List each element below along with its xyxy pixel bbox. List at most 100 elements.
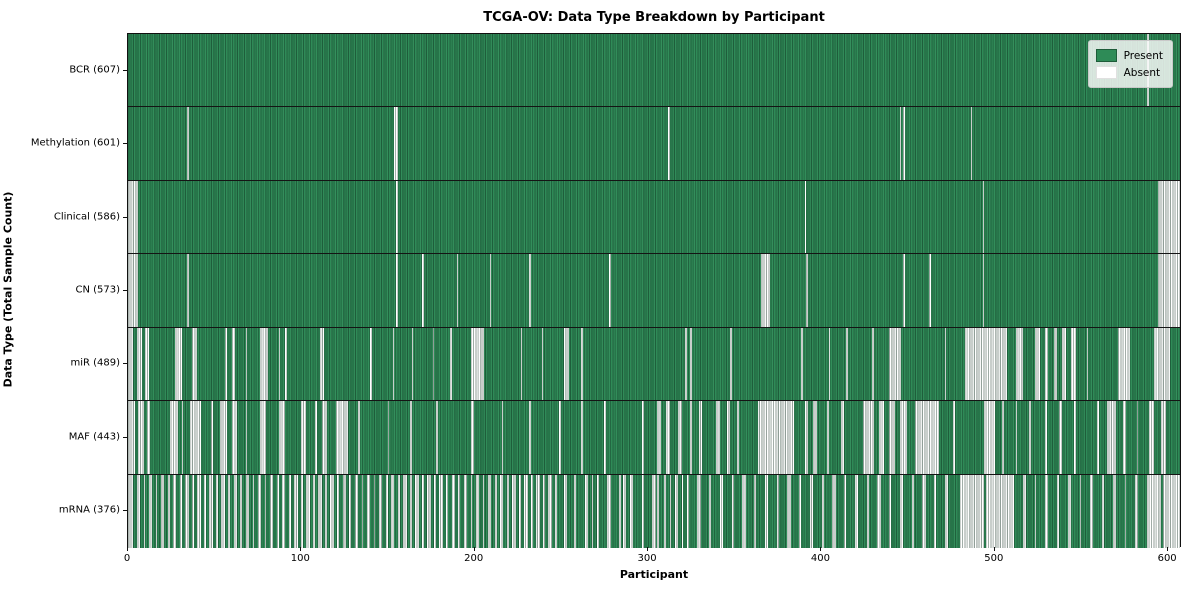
absent-stripe <box>245 474 250 548</box>
absent-stripe <box>1124 474 1127 548</box>
absent-stripe <box>754 474 757 548</box>
absent-stripe <box>512 474 516 548</box>
absent-stripe <box>730 327 732 401</box>
x-tick-mark <box>647 547 649 551</box>
absent-stripe <box>524 474 528 548</box>
absent-stripe <box>872 327 874 401</box>
absent-stripe <box>136 474 141 548</box>
absent-stripe <box>934 474 937 548</box>
absent-stripe <box>903 254 905 327</box>
legend-item-absent: Absent <box>1095 64 1163 81</box>
absent-stripe <box>899 401 907 474</box>
absent-stripe <box>821 474 824 548</box>
absent-stripe <box>147 401 151 474</box>
y-tick-mark <box>123 69 127 71</box>
absent-stripe <box>657 474 660 548</box>
absent-stripe <box>197 474 201 548</box>
absent-stripe <box>591 474 594 548</box>
absent-stripe <box>318 474 322 548</box>
absent-stripe <box>358 401 360 474</box>
bar-edge-texture <box>128 180 1180 254</box>
absent-stripe <box>396 180 398 254</box>
absent-stripe <box>1045 327 1049 401</box>
absent-stripe <box>1070 327 1077 401</box>
absent-stripe <box>288 474 291 548</box>
absent-stripe <box>669 474 672 548</box>
absent-stripe <box>278 401 286 474</box>
absent-stripe <box>435 401 438 474</box>
absent-stripe <box>439 474 443 548</box>
x-tick-label-500: 500 <box>984 553 1004 564</box>
absent-stripe <box>799 474 802 548</box>
absent-stripe <box>228 474 231 548</box>
absent-stripe <box>252 474 255 548</box>
absent-stripe <box>186 254 189 327</box>
absent-stripe <box>276 474 279 548</box>
absent-stripe <box>970 107 973 180</box>
absent-stripe <box>378 474 383 548</box>
absent-stripe <box>415 474 419 548</box>
absent-stripe <box>698 401 703 474</box>
absent-stripe <box>501 401 504 474</box>
absent-stripe <box>877 474 881 548</box>
absent-stripe <box>1122 401 1127 474</box>
absent-stripe <box>470 401 475 474</box>
absent-stripe <box>984 401 995 474</box>
absent-stripe <box>911 474 914 548</box>
absent-stripe <box>370 327 372 401</box>
absent-stripe <box>354 474 359 548</box>
absent-stripe <box>716 401 720 474</box>
absent-stripe <box>944 327 947 401</box>
absent-stripe <box>167 474 170 548</box>
legend: Present Absent <box>1087 40 1173 88</box>
absent-stripe <box>221 474 225 548</box>
absent-stripe <box>211 401 213 474</box>
absent-stripe <box>664 474 667 548</box>
absent-stripe <box>434 474 436 548</box>
absent-stripe <box>410 401 412 474</box>
y-tick-mark <box>123 216 127 218</box>
absent-stripe <box>1022 474 1026 548</box>
absent-stripe <box>138 401 144 474</box>
absent-stripe <box>432 327 435 401</box>
absent-stripe <box>657 401 661 474</box>
absent-stripe <box>1160 401 1167 474</box>
absent-stripe <box>387 401 390 474</box>
x-tick-label-200: 200 <box>464 553 484 564</box>
absent-stripe <box>1067 474 1071 548</box>
absent-stripe <box>652 474 656 548</box>
absent-stripe <box>349 474 352 548</box>
absent-stripe <box>536 474 540 548</box>
absent-stripe <box>264 474 267 548</box>
absent-stripe <box>1157 180 1180 254</box>
absent-stripe <box>520 327 523 401</box>
absent-stripe <box>558 401 561 474</box>
absent-stripe <box>726 401 731 474</box>
absent-stripe <box>889 327 902 401</box>
absent-stripe <box>394 107 398 180</box>
row-methylation <box>128 107 1180 181</box>
absent-stripe <box>564 327 570 401</box>
absent-stripe <box>1154 327 1170 401</box>
x-tick-label-400: 400 <box>810 553 830 564</box>
row-bcr <box>128 34 1180 108</box>
absent-stripe <box>889 474 892 548</box>
absent-stripe <box>330 474 334 548</box>
absent-stripe <box>827 401 829 474</box>
absent-stripe <box>541 327 544 401</box>
absent-stripe <box>385 474 388 548</box>
absent-stripe <box>1057 474 1059 548</box>
x-tick-label-0: 0 <box>123 553 131 564</box>
absent-stripe <box>482 474 485 548</box>
absent-stripe <box>1157 254 1180 327</box>
absent-stripe <box>519 474 521 548</box>
x-tick-label-600: 600 <box>1157 553 1177 564</box>
absent-stripe <box>866 474 869 548</box>
absent-stripe <box>475 474 480 548</box>
absent-stripe <box>1074 401 1077 474</box>
absent-stripe <box>392 327 395 401</box>
absent-stripe <box>179 474 182 548</box>
absent-stripe <box>257 474 262 548</box>
absent-stripe <box>449 327 452 401</box>
absent-stripe <box>294 474 298 548</box>
